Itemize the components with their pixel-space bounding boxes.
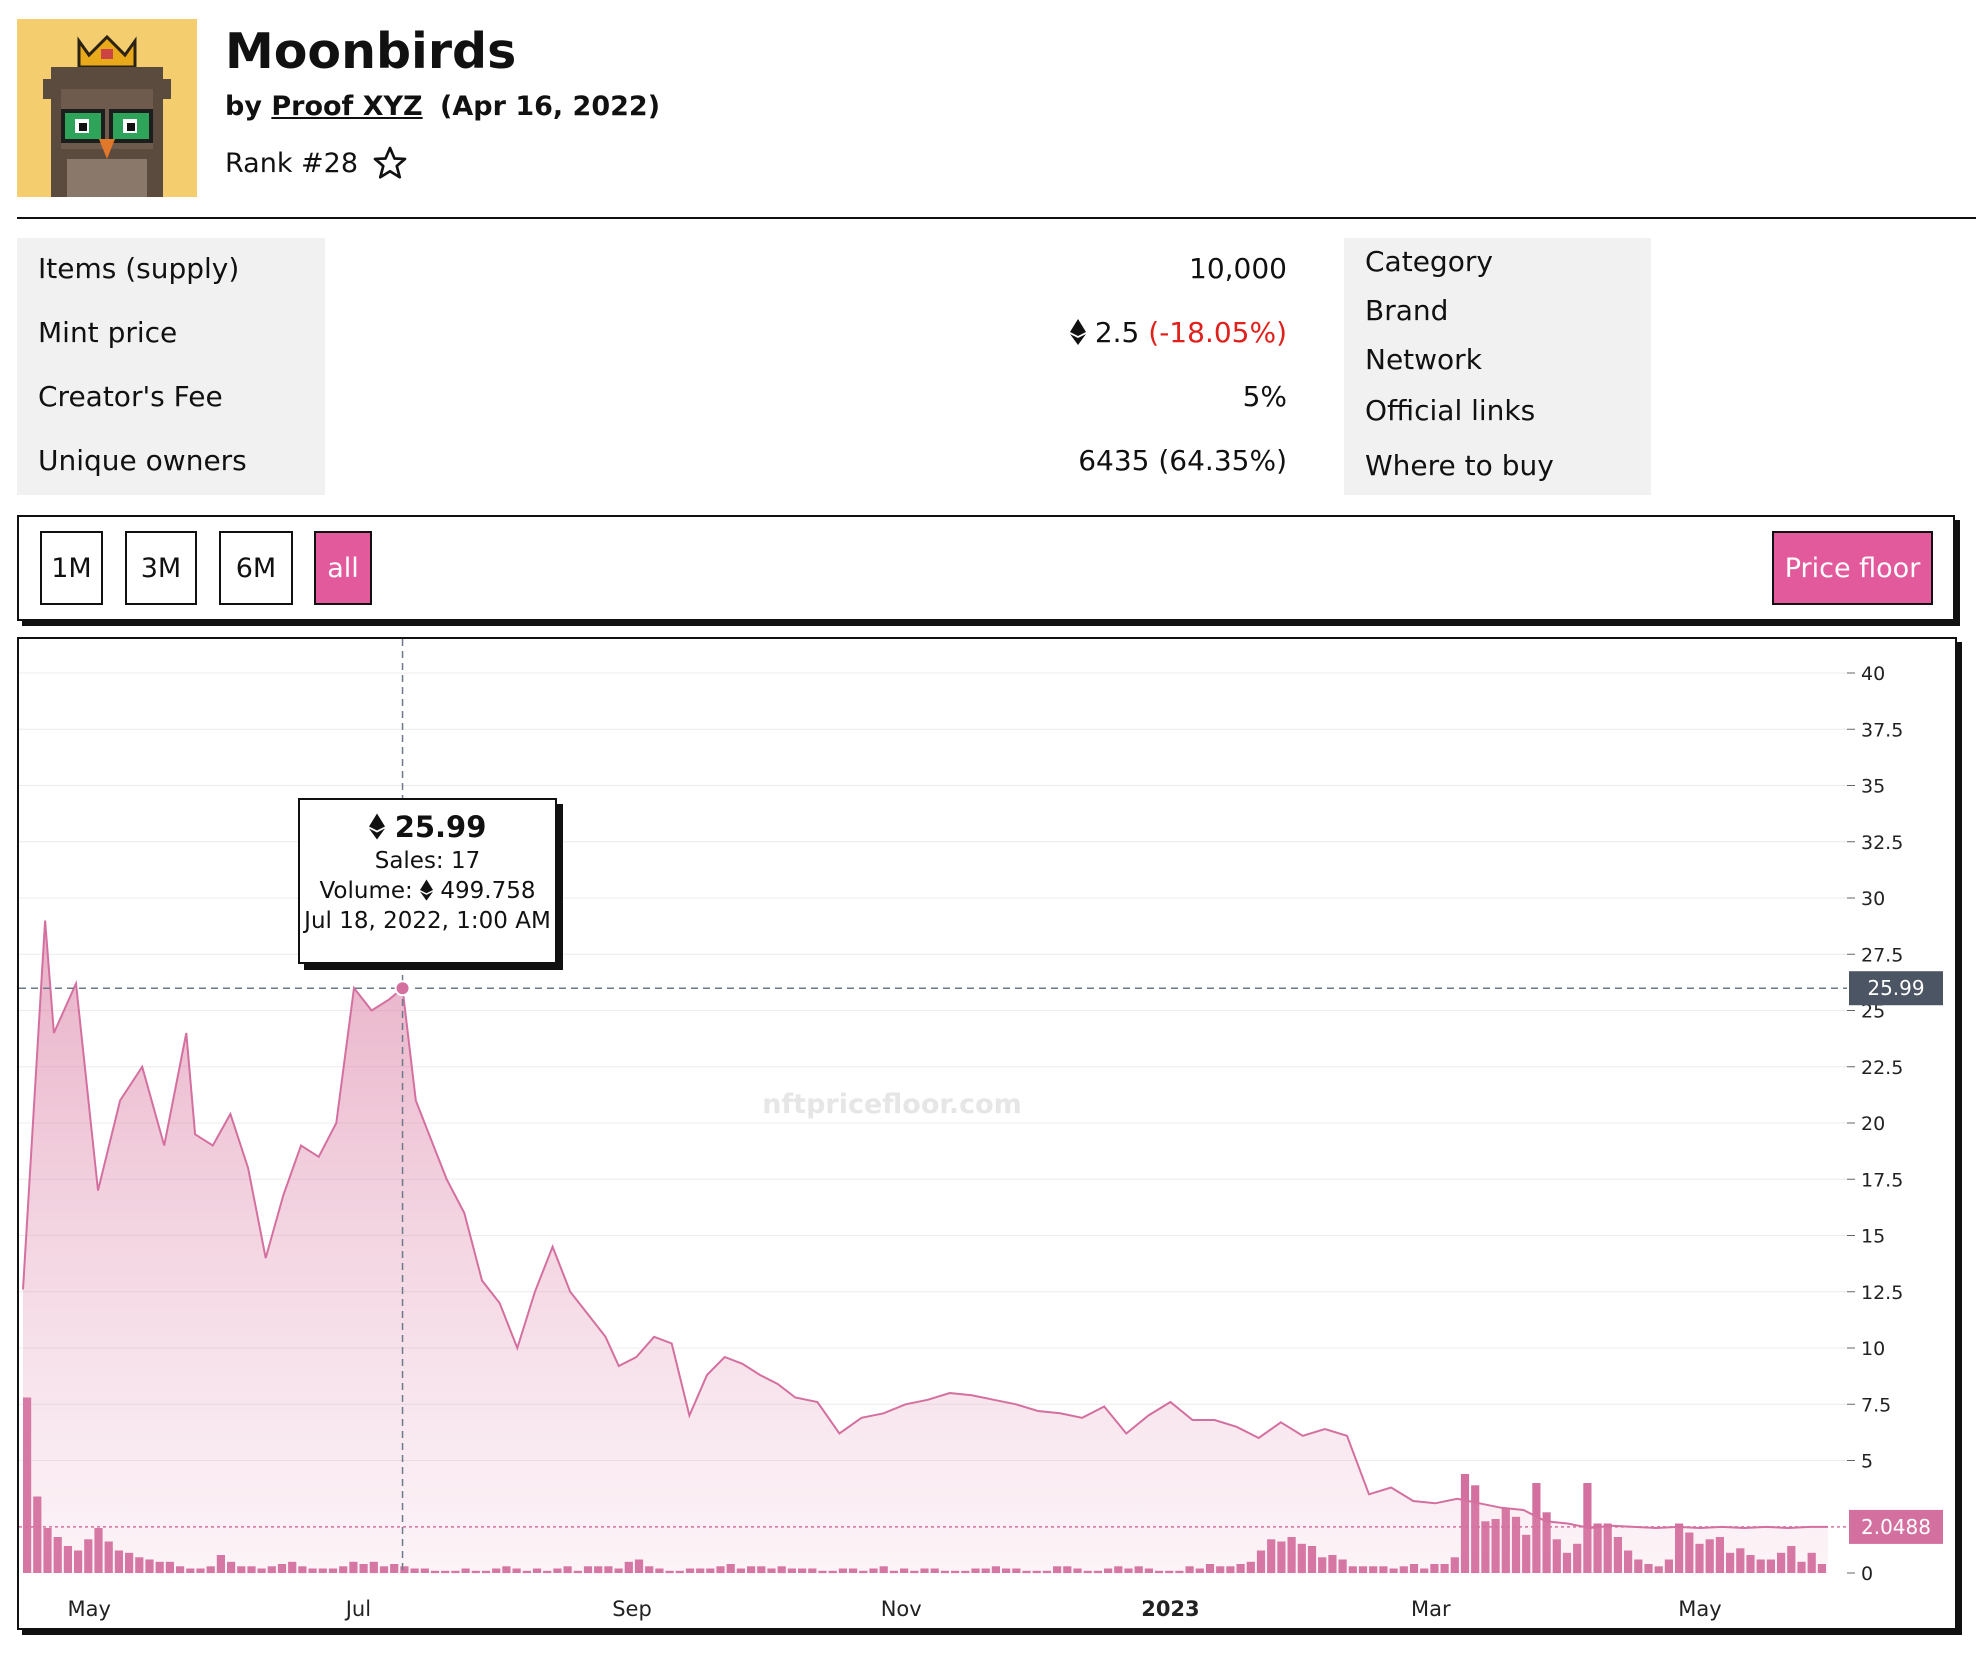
stats-label-column bbox=[17, 238, 325, 495]
stat-value: 10,000 bbox=[1189, 252, 1287, 285]
stat-value: 5% bbox=[1242, 380, 1287, 413]
launch-date: (Apr 16, 2022) bbox=[440, 91, 661, 122]
tooltip-date: Jul 18, 2022, 1:00 AM bbox=[304, 908, 551, 934]
price-line bbox=[22, 920, 1828, 1530]
y-tick-label: 37.5 bbox=[1861, 719, 1903, 741]
x-tick-label: Mar bbox=[1411, 1597, 1451, 1621]
stat-label: Mint price bbox=[38, 316, 178, 349]
tooltip-sales: Sales: 17 bbox=[374, 848, 481, 874]
info-where-to-buy[interactable]: Where to buy bbox=[1365, 449, 1554, 482]
chart-tooltip: 25.99 Sales: 17 Volume: 499.758 Jul 18, … bbox=[298, 798, 557, 964]
price-floor-button[interactable]: Price floor bbox=[1772, 531, 1933, 605]
x-tick-label: Jul bbox=[344, 1597, 371, 1621]
tooltip-volume-label: Volume: bbox=[319, 878, 413, 904]
moonbird-owl-icon bbox=[17, 19, 197, 197]
by-prefix: by bbox=[225, 91, 262, 122]
x-tick-label: May bbox=[1678, 1597, 1721, 1621]
collection-title: Moonbirds bbox=[225, 23, 517, 80]
stat-value: 6435 (64.35%) bbox=[1078, 444, 1287, 477]
y-axis-ticks: 40 37.5 35 32.5 30 27.5 25 22.5 20 17.5 15 12.5 10 7.… bbox=[1847, 663, 1903, 1585]
ethereum-icon bbox=[420, 879, 434, 901]
rank-label: Rank #28 bbox=[225, 147, 359, 179]
stat-label: Items (supply) bbox=[38, 252, 240, 285]
tooltip-volume: Volume: 499.758 bbox=[300, 878, 555, 904]
stat-row-creator-fee: Creator's Fee 5% bbox=[17, 366, 1287, 430]
ethereum-icon bbox=[368, 813, 385, 840]
y-tick-label: 12.5 bbox=[1861, 1282, 1903, 1304]
crosshair-tag-label: 25.99 bbox=[1867, 976, 1924, 1000]
y-tick-label: 27.5 bbox=[1861, 944, 1903, 966]
header-divider bbox=[17, 217, 1976, 219]
crosshair-point bbox=[394, 980, 411, 997]
tooltip-volume-value: 499.758 bbox=[440, 878, 536, 904]
y-tick-label: 32.5 bbox=[1861, 832, 1903, 854]
y-tick-label: 35 bbox=[1861, 776, 1885, 798]
range-toolbar: 1M 3M 6M all Price floor bbox=[17, 515, 1955, 621]
range-all-button[interactable]: all bbox=[314, 531, 372, 605]
collection-byline: by Proof XYZ (Apr 16, 2022) bbox=[225, 91, 660, 122]
current-tag-bg bbox=[1849, 1509, 1943, 1544]
y-tick-label: 15 bbox=[1861, 1226, 1885, 1248]
range-6m-button[interactable]: 6M bbox=[219, 531, 293, 605]
info-official-links[interactable]: Official links bbox=[1365, 394, 1536, 427]
y-tick-label: 10 bbox=[1861, 1338, 1885, 1360]
x-axis-ticks: May Jul Sep Nov 2023 Mar May bbox=[67, 1597, 1721, 1621]
crosshair-value-tag: 25.99 bbox=[1849, 971, 1943, 1006]
rank-row: Rank #28 bbox=[225, 145, 408, 181]
y-tick-label: 17.5 bbox=[1861, 1169, 1903, 1191]
x-tick-label: 2023 bbox=[1141, 1597, 1199, 1621]
chart-watermark: nftpricefloor.com bbox=[762, 1089, 1022, 1120]
y-tick-label: 22.5 bbox=[1861, 1057, 1903, 1079]
y-tick-label: 25 bbox=[1861, 1001, 1885, 1023]
stat-value-mint: 2.5 (-18.05%) bbox=[1069, 316, 1287, 349]
y-tick-label: 30 bbox=[1861, 888, 1885, 910]
current-tag-label: 2.0488 bbox=[1861, 1515, 1931, 1539]
tooltip-price: 25.99 bbox=[300, 810, 555, 844]
x-tick-label: May bbox=[67, 1597, 110, 1621]
y-tick-label: 0 bbox=[1861, 1563, 1873, 1585]
y-tick-label: 40 bbox=[1861, 663, 1885, 685]
mint-price-change: (-18.05%) bbox=[1148, 316, 1287, 349]
x-tick-label: Nov bbox=[881, 1597, 922, 1621]
x-tick-label: Sep bbox=[612, 1597, 652, 1621]
collection-header: Moonbirds by Proof XYZ (Apr 16, 2022) Ra… bbox=[17, 19, 1957, 219]
info-links-panel: Category Brand Network Official links Wh… bbox=[1344, 238, 1651, 495]
info-network[interactable]: Network bbox=[1365, 343, 1482, 376]
info-category[interactable]: Category bbox=[1365, 245, 1493, 278]
crosshair-tag-bg bbox=[1849, 971, 1943, 1006]
stat-label: Unique owners bbox=[38, 444, 247, 477]
stat-row-mint-price: Mint price 2.5 (-18.05%) bbox=[17, 302, 1287, 366]
star-outline-icon[interactable] bbox=[372, 145, 408, 181]
current-value-tag: 2.0488 bbox=[1849, 1509, 1943, 1544]
price-chart[interactable]: nftpricefloor.com 40 37.5 35 32.5 30 27.5 25 22… bbox=[17, 637, 1957, 1630]
stats-table: Items (supply) 10,000 Mint price 2.5 (-1… bbox=[17, 238, 1287, 495]
chart-canvas[interactable]: nftpricefloor.com 40 37.5 35 32.5 30 27.5 25 22… bbox=[19, 639, 1955, 1628]
y-tick-label: 20 bbox=[1861, 1113, 1885, 1135]
range-1m-button[interactable]: 1M bbox=[40, 531, 103, 605]
creator-link[interactable]: Proof XYZ bbox=[271, 91, 423, 122]
stat-label: Creator's Fee bbox=[38, 380, 223, 413]
stat-row-supply: Items (supply) 10,000 bbox=[17, 238, 1287, 302]
stat-row-owners: Unique owners 6435 (64.35%) bbox=[17, 430, 1287, 494]
mint-price-value: 2.5 bbox=[1094, 316, 1140, 349]
y-tick-label: 5 bbox=[1861, 1451, 1873, 1473]
moonbird-avatar bbox=[17, 19, 197, 197]
ethereum-icon bbox=[1069, 319, 1086, 345]
info-brand[interactable]: Brand bbox=[1365, 294, 1449, 327]
tooltip-price-value: 25.99 bbox=[394, 810, 487, 844]
range-3m-button[interactable]: 3M bbox=[125, 531, 197, 605]
y-tick-label: 7.5 bbox=[1861, 1394, 1891, 1416]
price-area-fill bbox=[23, 920, 1828, 1573]
